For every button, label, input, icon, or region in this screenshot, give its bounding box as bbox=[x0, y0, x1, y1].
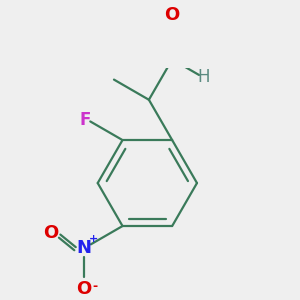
Text: O: O bbox=[164, 6, 180, 24]
Text: O: O bbox=[43, 224, 58, 242]
Text: H: H bbox=[197, 68, 210, 86]
Text: O: O bbox=[76, 280, 92, 298]
Text: N: N bbox=[76, 239, 91, 257]
Text: -: - bbox=[92, 280, 98, 293]
Text: F: F bbox=[80, 111, 91, 129]
Text: +: + bbox=[89, 234, 98, 244]
